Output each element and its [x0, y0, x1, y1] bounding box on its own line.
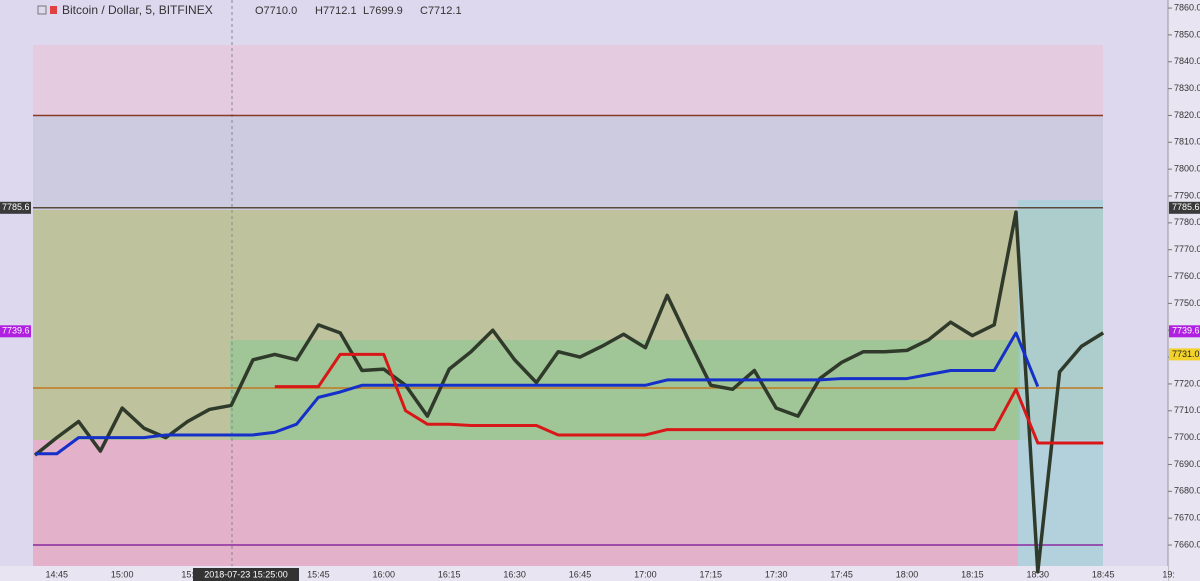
x-tick-label: 14:45: [46, 569, 69, 579]
x-tick-label: 17:30: [765, 569, 788, 579]
x-tick-label: 18:15: [961, 569, 984, 579]
y-tick-label: 7790.0: [1174, 190, 1200, 200]
x-tick-label: 16:30: [503, 569, 526, 579]
y-tick-label: 7720.0: [1174, 378, 1200, 388]
chart-title: Bitcoin / Dollar, 5, BITFINEX: [62, 3, 213, 17]
y-tick-label: 7710.0: [1174, 405, 1200, 415]
x-tick-label: 16:45: [569, 569, 592, 579]
collapse-icon[interactable]: [37, 5, 47, 15]
y-tick-label: 7670.0: [1174, 513, 1200, 523]
x-tick-label: 19:: [1162, 569, 1175, 579]
price-tag-left: [0, 325, 31, 338]
crosshair-label: 2018-07-23 15:25:00: [204, 569, 288, 579]
x-tick-label: 18:45: [1092, 569, 1115, 579]
y-tick-label: 7700.0: [1174, 432, 1200, 442]
x-tick-label: 15:: [181, 569, 194, 579]
x-tick-label: 17:15: [700, 569, 723, 579]
y-tick-label: 7690.0: [1174, 459, 1200, 469]
zone: [33, 115, 1103, 210]
ohlc: C7712.1: [420, 5, 462, 17]
x-tick-label: 18:30: [1027, 569, 1050, 579]
crosshair-tag: [193, 568, 299, 581]
y-tick-label: 7800.0: [1174, 164, 1200, 174]
price-axis: [1168, 0, 1200, 581]
y-tick-label: 7820.0: [1174, 110, 1200, 120]
price-tag: [1169, 325, 1200, 338]
zone: [33, 45, 1103, 115]
price-tag-left-label: 7785.6: [2, 202, 30, 212]
y-tick-label: 7770.0: [1174, 244, 1200, 254]
price-tag-label: 7731.0: [1172, 349, 1200, 359]
price-tag: [1169, 201, 1200, 214]
y-tick-label: 7760.0: [1174, 271, 1200, 281]
ohlc: L7699.9: [363, 5, 403, 17]
y-tick-label: 7780.0: [1174, 217, 1200, 227]
ohlc: O7710.0: [255, 5, 297, 17]
price-tag-left-label: 7739.6: [2, 326, 30, 336]
zone: [33, 440, 1018, 570]
price-tag-label: 7785.6: [1172, 202, 1200, 212]
y-tick-label: 7680.0: [1174, 486, 1200, 496]
y-tick-label: 7860.0: [1174, 2, 1200, 12]
price-tag: [1169, 348, 1200, 361]
x-tick-label: 18:00: [896, 569, 919, 579]
x-tick-label: 17:45: [830, 569, 853, 579]
series-line: [33, 210, 1105, 574]
zone: [230, 340, 1020, 440]
y-tick-label: 7750.0: [1174, 298, 1200, 308]
symbol-icon: [50, 6, 57, 14]
x-tick-label: 15:00: [111, 569, 134, 579]
x-tick-label: 15:45: [307, 569, 330, 579]
zone: [1018, 200, 1103, 570]
y-tick-label: 7830.0: [1174, 83, 1200, 93]
y-tick-label: 7850.0: [1174, 29, 1200, 39]
x-tick-label: 16:15: [438, 569, 461, 579]
y-tick-label: 7660.0: [1174, 539, 1200, 549]
price-tag-label: 7739.6: [1172, 326, 1200, 336]
ohlc: H7712.1: [315, 5, 357, 17]
y-tick-label: 7840.0: [1174, 56, 1200, 66]
zone: [33, 210, 1103, 440]
x-tick-label: 16:00: [373, 569, 396, 579]
x-tick-label: 17:00: [634, 569, 657, 579]
series-line: [274, 352, 1104, 445]
series-line: [35, 331, 1040, 456]
price-tag-left: [0, 201, 31, 214]
y-tick-label: 7810.0: [1174, 137, 1200, 147]
